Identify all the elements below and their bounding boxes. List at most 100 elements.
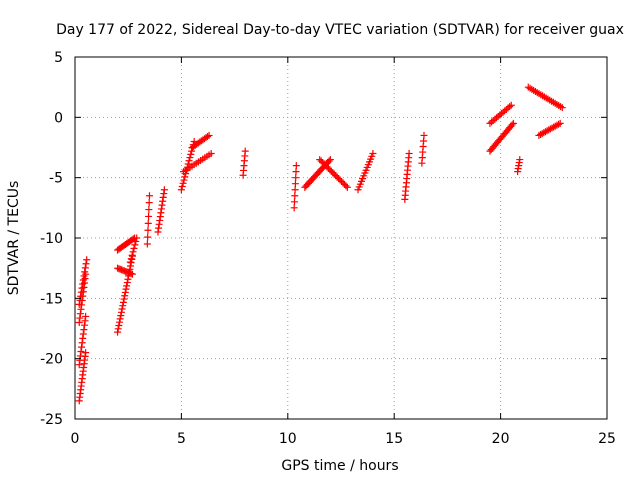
tick-layer: 0 5 10 15 20 25 -25 -20 -15 -10 -5 0 5 — [40, 50, 616, 447]
data-point — [290, 198, 298, 206]
data-point — [291, 186, 299, 194]
x-tick-label: 20 — [492, 431, 510, 447]
data-point — [509, 119, 517, 127]
data-point — [114, 325, 122, 333]
data-point — [115, 322, 123, 330]
data-point — [129, 248, 137, 256]
x-tick-label: 10 — [279, 431, 297, 447]
data-point — [507, 101, 515, 109]
data-point — [181, 173, 189, 181]
data-point — [369, 150, 377, 158]
data-point — [124, 275, 132, 283]
data-point — [114, 328, 122, 336]
data-point — [145, 206, 153, 214]
data-point — [555, 120, 563, 128]
data-point — [420, 131, 428, 139]
data-point — [82, 312, 90, 320]
y-tick-label: 5 — [54, 50, 63, 66]
data-point — [325, 157, 333, 165]
data-point — [133, 234, 141, 242]
data-point — [291, 192, 299, 200]
data-point — [78, 284, 86, 292]
data-point — [241, 147, 249, 155]
data-point — [82, 349, 90, 357]
data-point — [119, 302, 127, 310]
data-point — [291, 180, 299, 188]
x-tick-label: 0 — [71, 431, 80, 447]
data-point — [116, 318, 124, 326]
data-point — [117, 312, 125, 320]
x-tick-label: 25 — [598, 431, 616, 447]
data-point — [143, 240, 151, 248]
data-point — [144, 233, 152, 241]
data-point — [116, 315, 124, 323]
data-point — [126, 258, 134, 266]
data-point — [117, 308, 125, 316]
data-point — [204, 133, 212, 141]
data-point — [118, 305, 126, 313]
data-point — [128, 251, 136, 259]
data-point — [83, 256, 91, 264]
data-point — [131, 241, 139, 249]
data-point — [558, 104, 566, 112]
data-point — [144, 219, 152, 227]
data-point — [82, 260, 90, 268]
data-point — [187, 150, 195, 158]
data-point — [516, 156, 524, 164]
data-point — [144, 226, 152, 234]
y-tick-label: -20 — [40, 352, 63, 368]
data-layer — [75, 83, 566, 405]
data-point — [160, 186, 168, 194]
data-point — [179, 179, 187, 187]
data-point — [80, 272, 88, 280]
data-point — [290, 204, 298, 212]
data-point — [121, 288, 129, 296]
data-point — [119, 298, 127, 306]
data-point — [508, 121, 516, 129]
data-point — [185, 157, 193, 165]
data-point — [180, 176, 188, 184]
data-point — [342, 182, 350, 190]
y-tick-label: -25 — [40, 412, 63, 428]
data-point — [207, 150, 215, 158]
series-sdtvar — [75, 83, 566, 405]
data-point — [79, 276, 87, 284]
data-point — [556, 119, 564, 127]
x-axis-label: GPS time / hours — [281, 458, 398, 474]
data-point — [292, 168, 300, 176]
data-point — [506, 103, 514, 111]
y-tick-label: -5 — [49, 171, 63, 187]
y-tick-label: -15 — [40, 291, 63, 307]
data-point — [127, 255, 135, 263]
data-point — [205, 131, 213, 139]
data-point — [177, 186, 185, 194]
data-point — [326, 156, 334, 164]
data-point — [132, 237, 140, 245]
data-point — [343, 183, 351, 191]
data-point — [130, 244, 138, 252]
data-point — [81, 264, 89, 272]
data-point — [77, 288, 85, 296]
data-point — [145, 212, 153, 220]
data-point — [75, 300, 83, 308]
data-point — [178, 183, 186, 191]
data-point — [128, 270, 136, 278]
data-point — [405, 150, 413, 158]
data-point — [79, 280, 87, 288]
data-point — [145, 199, 153, 207]
data-point — [145, 192, 153, 200]
y-tick-label: -10 — [40, 231, 63, 247]
grid-layer — [75, 57, 607, 419]
data-point — [292, 162, 300, 170]
data-point — [186, 154, 194, 162]
data-point — [292, 174, 300, 182]
chart-title: Day 177 of 2022, Sidereal Day-to-day VTE… — [56, 22, 624, 38]
x-tick-label: 15 — [385, 431, 403, 447]
y-tick-label: 0 — [54, 110, 63, 126]
data-point — [81, 268, 89, 276]
data-point — [123, 279, 131, 287]
data-point — [120, 295, 128, 303]
